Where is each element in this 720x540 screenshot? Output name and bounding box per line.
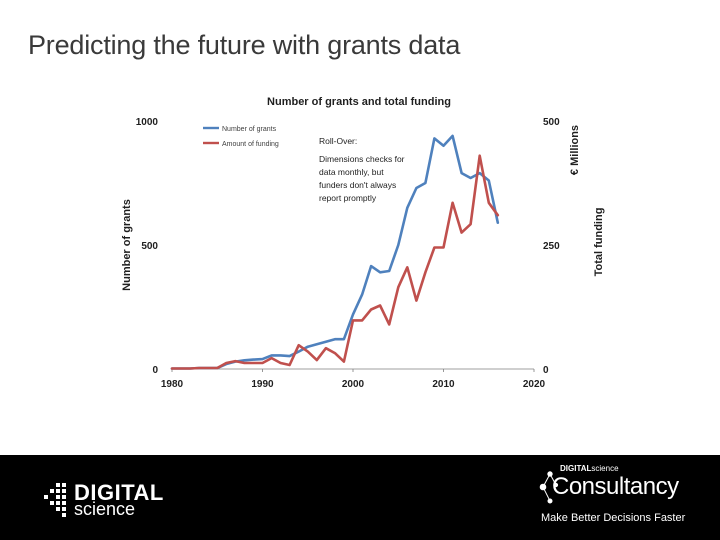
y2-tick-labels: 0 250 500 — [543, 117, 560, 376]
slide-title: Predicting the future with grants data — [28, 30, 461, 60]
x-tick-label: 1980 — [161, 379, 184, 390]
annotation-heading: Roll-Over: — [319, 136, 357, 146]
logo-word-digital: DIGITAL — [74, 480, 164, 505]
series-lines — [170, 134, 500, 370]
y-tick-label: 500 — [141, 241, 158, 252]
y-axis-label: Number of grants — [121, 199, 133, 291]
network-dots-icon — [539, 471, 559, 504]
annotation-line: funders don't always — [319, 180, 396, 190]
x-tick-label: 2020 — [523, 379, 546, 390]
legend-label: Amount of funding — [222, 141, 279, 148]
x-tick-label: 1990 — [251, 379, 274, 390]
consultancy-brand-small: DIGITALscience — [560, 464, 619, 473]
footer-bar: DIGITAL science DIGITALscience Consultan… — [0, 455, 720, 540]
chart-legend: Number of grants Amount of funding — [203, 126, 279, 148]
y2-axis-unit: € Millions — [569, 125, 581, 175]
digital-science-logo-icon — [44, 483, 66, 517]
logo-word-science: science — [74, 499, 136, 519]
consultancy-logo: DIGITALscience Consultancy Make Better D… — [536, 461, 706, 531]
annotation-line: data monthly, but — [319, 167, 384, 177]
rollover-annotation: Roll-Over: Dimensions checks for data mont… — [319, 136, 405, 203]
chart-title: Number of grants and total funding — [267, 96, 451, 108]
y2-tick-label: 500 — [543, 117, 560, 128]
y2-axis-label: Total funding — [593, 208, 605, 277]
consultancy-brand-bold: DIGITAL — [560, 464, 592, 473]
y2-tick-label: 250 — [543, 241, 560, 252]
tagline: Make Better Decisions Faster — [541, 512, 686, 524]
series-line-amount-of-funding — [170, 154, 500, 370]
x-tick-label: 2000 — [342, 379, 365, 390]
y2-tick-label: 0 — [543, 365, 549, 376]
consultancy-title: Consultancy — [552, 473, 679, 500]
y-tick-label: 0 — [152, 365, 158, 376]
consultancy-brand-rest: science — [591, 464, 619, 473]
annotation-line: report promptly — [319, 193, 377, 203]
annotation-line: Dimensions checks for — [319, 154, 405, 164]
x-tick-labels: 1980 1990 2000 2010 2020 — [161, 369, 546, 390]
grants-funding-chart: Number of grants and total funding 0 500 1… — [121, 96, 605, 390]
legend-label: Number of grants — [222, 126, 277, 133]
y-tick-label: 1000 — [136, 117, 159, 128]
x-tick-label: 2010 — [432, 379, 455, 390]
y-tick-labels: 0 500 1000 — [136, 117, 159, 376]
